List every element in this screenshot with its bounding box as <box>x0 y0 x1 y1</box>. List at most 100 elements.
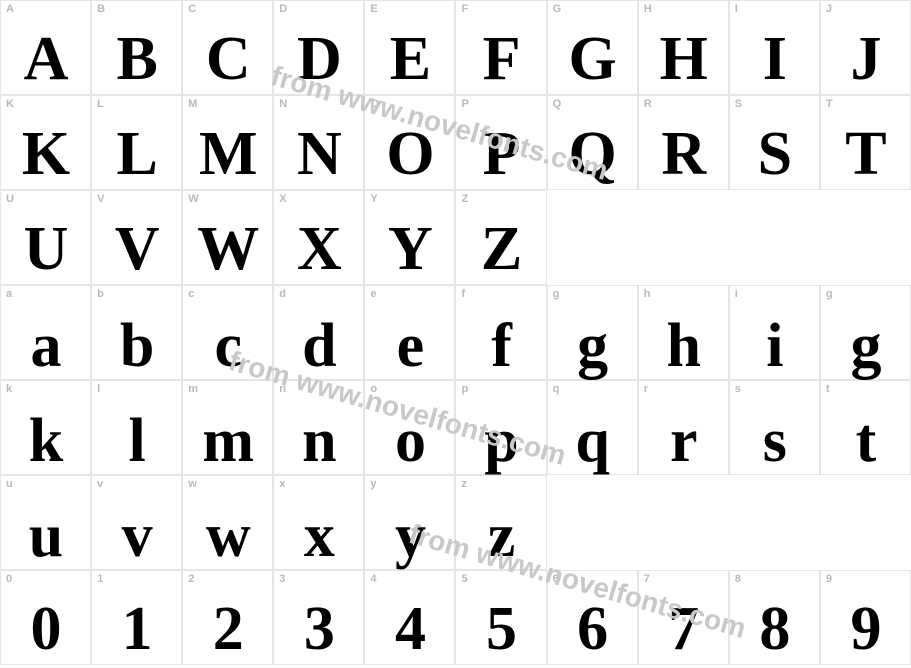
cell-glyph: Y <box>388 218 432 280</box>
cell-glyph: i <box>766 315 782 377</box>
cell-glyph: W <box>197 218 258 280</box>
cell-glyph: n <box>302 410 335 472</box>
cell-label: Y <box>370 193 377 205</box>
cell-label: G <box>553 3 562 15</box>
empty-cell <box>729 190 820 285</box>
cell-label: x <box>279 478 285 490</box>
glyph-cell: tt <box>820 380 911 475</box>
glyph-cell: XX <box>273 190 364 285</box>
cell-label: q <box>553 383 560 395</box>
cell-label: C <box>188 3 196 15</box>
glyph-cell: HH <box>638 0 729 95</box>
cell-glyph: X <box>297 218 341 280</box>
glyph-cell: BB <box>91 0 182 95</box>
cell-label: 3 <box>279 573 285 585</box>
glyph-cell: mm <box>182 380 273 475</box>
cell-glyph: E <box>390 28 430 90</box>
cell-label: 6 <box>553 573 559 585</box>
cell-label: Z <box>461 193 468 205</box>
cell-glyph: 2 <box>213 598 243 660</box>
glyph-cell: GG <box>547 0 638 95</box>
glyph-cell: nn <box>273 380 364 475</box>
cell-label: S <box>735 98 742 110</box>
cell-label: a <box>6 288 12 300</box>
cell-glyph: m <box>202 410 253 472</box>
glyph-cell: ss <box>729 380 820 475</box>
cell-glyph: p <box>484 410 517 472</box>
glyph-cell: 55 <box>455 570 546 665</box>
glyph-cell: hh <box>638 285 729 380</box>
cell-label: p <box>461 383 468 395</box>
cell-label: E <box>370 3 377 15</box>
glyph-cell: SS <box>729 95 820 190</box>
glyph-cell: MM <box>182 95 273 190</box>
cell-glyph: B <box>116 28 156 90</box>
glyph-cell: 99 <box>820 570 911 665</box>
cell-glyph: e <box>397 315 424 377</box>
cell-glyph: a <box>31 315 61 377</box>
glyph-cell: kk <box>0 380 91 475</box>
cell-glyph: 4 <box>395 598 425 660</box>
cell-glyph: d <box>302 315 335 377</box>
cell-label: l <box>97 383 100 395</box>
cell-glyph: P <box>483 123 520 185</box>
glyph-cell: bb <box>91 285 182 380</box>
glyph-cell: RR <box>638 95 729 190</box>
glyph-cell: 88 <box>729 570 820 665</box>
cell-label: d <box>279 288 286 300</box>
cell-glyph: 9 <box>850 598 880 660</box>
glyph-cell: gg <box>547 285 638 380</box>
glyph-cell: xx <box>273 475 364 570</box>
cell-label: t <box>826 383 830 395</box>
cell-glyph: 7 <box>668 598 698 660</box>
cell-label: g <box>553 288 560 300</box>
glyph-cell: PP <box>455 95 546 190</box>
glyph-cell: oo <box>364 380 455 475</box>
cell-label: k <box>6 383 12 395</box>
glyph-cell: LL <box>91 95 182 190</box>
glyph-cell: WW <box>182 190 273 285</box>
cell-glyph: N <box>297 123 341 185</box>
cell-label: e <box>370 288 376 300</box>
cell-glyph: h <box>666 315 699 377</box>
cell-label: b <box>97 288 104 300</box>
cell-label: 7 <box>644 573 650 585</box>
cell-glyph: R <box>661 123 705 185</box>
cell-glyph: S <box>758 123 791 185</box>
cell-glyph: t <box>856 410 876 472</box>
cell-label: w <box>188 478 197 490</box>
cell-label: n <box>279 383 286 395</box>
glyph-cell: OO <box>364 95 455 190</box>
cell-label: c <box>188 288 194 300</box>
cell-glyph: q <box>575 410 608 472</box>
cell-glyph: 6 <box>577 598 607 660</box>
cell-glyph: A <box>24 28 68 90</box>
cell-label: h <box>644 288 651 300</box>
glyph-cell: ZZ <box>455 190 546 285</box>
cell-glyph: g <box>850 315 880 377</box>
glyph-cell: zz <box>455 475 546 570</box>
empty-cell <box>638 475 729 570</box>
glyph-cell: CC <box>182 0 273 95</box>
glyph-cell: EE <box>364 0 455 95</box>
cell-glyph: l <box>129 410 145 472</box>
glyph-cell: aa <box>0 285 91 380</box>
glyph-cell: II <box>729 0 820 95</box>
glyph-cell: ll <box>91 380 182 475</box>
cell-glyph: c <box>214 315 241 377</box>
cell-label: 2 <box>188 573 194 585</box>
empty-cell <box>547 475 638 570</box>
cell-glyph: F <box>483 28 520 90</box>
cell-label: Q <box>553 98 562 110</box>
glyph-cell: AA <box>0 0 91 95</box>
cell-label: X <box>279 193 286 205</box>
cell-label: i <box>735 288 738 300</box>
glyph-cell: 00 <box>0 570 91 665</box>
glyph-cell: ww <box>182 475 273 570</box>
cell-label: 5 <box>461 573 467 585</box>
cell-label: M <box>188 98 197 110</box>
cell-label: T <box>826 98 833 110</box>
cell-glyph: 8 <box>759 598 789 660</box>
cell-label: A <box>6 3 14 15</box>
glyph-cell: UU <box>0 190 91 285</box>
